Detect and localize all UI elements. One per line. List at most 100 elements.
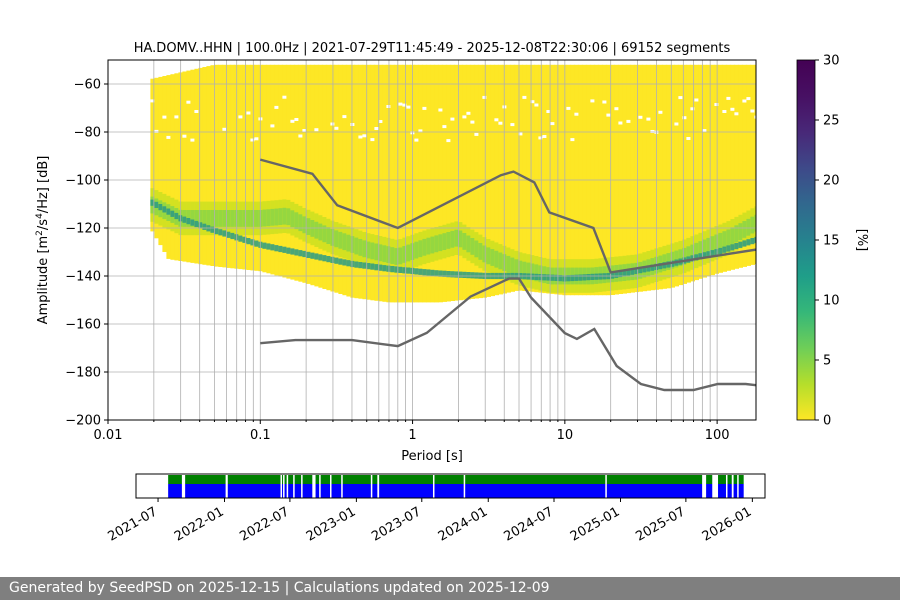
density-core bbox=[198, 210, 203, 227]
nhnm-curve bbox=[259, 158, 756, 274]
density-core bbox=[494, 250, 499, 268]
density-mode bbox=[590, 273, 595, 280]
density-mode bbox=[154, 201, 159, 208]
density-core bbox=[454, 229, 459, 247]
density-column bbox=[226, 64, 231, 268]
density-mode bbox=[586, 274, 591, 281]
density-core bbox=[698, 241, 703, 258]
density-gap bbox=[714, 103, 719, 106]
density-column bbox=[418, 64, 423, 303]
density-mode bbox=[298, 250, 303, 257]
density-mode bbox=[454, 271, 459, 278]
density-core bbox=[722, 231, 727, 248]
density-core bbox=[250, 210, 255, 227]
density-column bbox=[366, 64, 371, 300]
density-column bbox=[314, 64, 319, 287]
density-core bbox=[354, 237, 359, 255]
density-core bbox=[522, 261, 527, 279]
density-mode bbox=[638, 267, 643, 274]
density-core bbox=[526, 262, 531, 280]
density-gap bbox=[302, 129, 307, 132]
density-mode bbox=[210, 226, 215, 233]
density-column bbox=[242, 64, 247, 270]
density-column bbox=[754, 64, 756, 264]
density-gap bbox=[734, 112, 739, 116]
density-mode bbox=[418, 268, 423, 275]
density-mode bbox=[574, 274, 579, 281]
density-core bbox=[338, 231, 343, 249]
density-mode bbox=[318, 254, 323, 261]
timeline-tick-label: 2023-07 bbox=[369, 504, 424, 544]
density-mode bbox=[402, 267, 407, 274]
density-mode bbox=[186, 218, 191, 225]
density-mode bbox=[750, 238, 755, 245]
density-mode bbox=[710, 250, 715, 257]
density-core bbox=[490, 249, 495, 266]
density-column bbox=[150, 78, 155, 232]
density-column bbox=[354, 64, 359, 299]
density-gap bbox=[358, 135, 363, 139]
density-gap bbox=[246, 111, 251, 115]
x-tick-label: 1 bbox=[408, 428, 416, 443]
density-mode bbox=[346, 260, 351, 267]
density-column bbox=[458, 64, 463, 301]
density-gap bbox=[162, 115, 167, 119]
density-column bbox=[694, 64, 699, 281]
density-column bbox=[518, 64, 523, 291]
density-gap bbox=[406, 105, 411, 109]
density-core bbox=[518, 260, 523, 278]
density-gap bbox=[534, 103, 539, 107]
density-mode bbox=[358, 262, 363, 269]
density-core bbox=[466, 235, 471, 253]
density-core bbox=[514, 259, 519, 277]
density-column bbox=[166, 75, 171, 259]
density-column bbox=[434, 64, 439, 303]
plot-grid bbox=[108, 60, 756, 420]
density-core bbox=[446, 232, 451, 249]
density-column bbox=[658, 64, 663, 290]
density-core bbox=[306, 218, 311, 235]
density-column bbox=[702, 64, 707, 278]
density-column bbox=[274, 64, 279, 276]
density-gap bbox=[726, 96, 731, 100]
density-core bbox=[366, 241, 371, 259]
density-gap bbox=[194, 110, 199, 113]
timeline-gap bbox=[225, 475, 228, 498]
density-gap bbox=[290, 119, 295, 123]
colorbar-label: [%] bbox=[854, 229, 869, 252]
density-column bbox=[722, 64, 727, 272]
density-gap bbox=[222, 127, 227, 131]
y-tick-label: −160 bbox=[65, 318, 101, 333]
density-core bbox=[498, 252, 503, 270]
density-column bbox=[222, 64, 227, 268]
density-core bbox=[530, 263, 535, 281]
density-mode bbox=[534, 273, 539, 280]
density-gap bbox=[414, 138, 419, 142]
density-gap bbox=[678, 96, 683, 100]
density-mode bbox=[694, 254, 699, 261]
density-core bbox=[470, 238, 475, 255]
density-column bbox=[714, 64, 719, 274]
density-column bbox=[214, 64, 219, 267]
density-mode bbox=[622, 270, 627, 277]
density-core bbox=[282, 207, 287, 225]
density-core bbox=[378, 244, 383, 262]
density-gap bbox=[446, 139, 451, 143]
density-column bbox=[246, 64, 251, 270]
density-mode bbox=[554, 274, 559, 281]
density-mode bbox=[714, 249, 719, 256]
density-column bbox=[630, 64, 635, 293]
timeline-gap bbox=[605, 475, 607, 498]
density-gap bbox=[374, 127, 379, 130]
density-gap bbox=[746, 97, 751, 101]
density-gap bbox=[722, 110, 727, 113]
timeline-gap bbox=[370, 475, 373, 498]
timeline-coverage-bar bbox=[168, 484, 744, 498]
density-column bbox=[742, 64, 747, 267]
density-column bbox=[638, 64, 643, 292]
density-gap bbox=[282, 95, 287, 99]
density-core bbox=[278, 208, 283, 225]
density-gap bbox=[342, 115, 347, 119]
density-core bbox=[442, 233, 447, 250]
density-column bbox=[642, 64, 647, 292]
